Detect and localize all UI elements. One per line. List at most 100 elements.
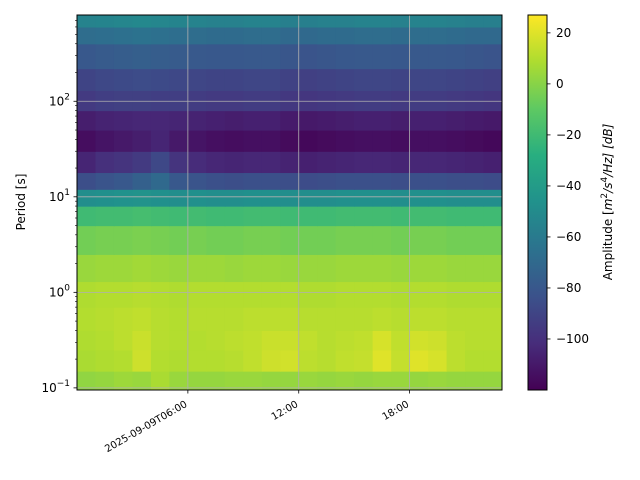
heatmap-cell <box>206 172 226 190</box>
heatmap-cell <box>132 254 152 283</box>
heatmap-cell <box>95 307 115 331</box>
heatmap-cell <box>169 189 189 207</box>
heatmap-cell <box>95 371 115 390</box>
heatmap-cell <box>483 254 502 283</box>
heatmap-cell <box>335 90 355 112</box>
heatmap-cell <box>224 371 244 390</box>
heatmap-cell <box>372 151 392 174</box>
heatmap-cell <box>354 307 374 331</box>
heatmap-cell <box>446 206 466 227</box>
heatmap-cell <box>113 68 134 91</box>
heatmap-cell <box>372 43 392 70</box>
heatmap-cell <box>428 68 448 91</box>
heatmap-cell <box>261 110 281 131</box>
heatmap-cell <box>280 254 300 283</box>
heatmap-cell <box>428 254 448 283</box>
heatmap-cell <box>391 43 411 70</box>
heatmap-cell <box>446 307 466 331</box>
heatmap-cell <box>187 206 207 227</box>
heatmap-cell <box>206 43 226 70</box>
heatmap-cell <box>391 330 411 351</box>
heatmap-cell <box>298 330 318 351</box>
heatmap-cell <box>150 281 170 308</box>
heatmap-cell <box>428 281 448 308</box>
heatmap-cell <box>243 172 263 190</box>
heatmap-cell <box>428 15 448 28</box>
heatmap-cell <box>280 151 300 174</box>
y-axis-label: Period [s] <box>14 174 28 231</box>
heatmap-cell <box>206 151 226 174</box>
heatmap-cell <box>446 110 466 131</box>
heatmap-cell <box>150 189 170 207</box>
heatmap-cell <box>150 151 170 174</box>
heatmap-cell <box>243 281 263 308</box>
heatmap-cell <box>446 189 466 207</box>
heatmap-cell <box>261 371 281 390</box>
heatmap-cell <box>95 225 115 255</box>
heatmap-cell <box>409 26 429 45</box>
heatmap-cell <box>354 371 374 390</box>
heatmap-cell <box>391 307 411 331</box>
heatmap-cell <box>95 130 115 152</box>
heatmap-cell <box>132 307 152 331</box>
heatmap-cell <box>391 68 411 91</box>
heatmap-cell <box>77 349 97 372</box>
heatmap-cell <box>446 130 466 152</box>
heatmap-cell <box>446 68 466 91</box>
heatmap-cell <box>169 254 189 283</box>
heatmap-cell <box>298 15 318 28</box>
heatmap-cell <box>77 172 97 190</box>
heatmap-cell <box>428 307 448 331</box>
heatmap-cell <box>261 281 281 308</box>
heatmap-cell <box>335 151 355 174</box>
heatmap-cell <box>372 130 392 152</box>
heatmap-cell <box>206 254 226 283</box>
heatmap-cell <box>483 130 502 152</box>
heatmap-cell <box>169 90 189 112</box>
heatmap-cell <box>465 371 485 390</box>
heatmap-cell <box>77 225 97 255</box>
heatmap-cell <box>428 206 448 227</box>
heatmap-cell <box>354 151 374 174</box>
heatmap-cell <box>483 330 502 351</box>
heatmap-cell <box>354 68 374 91</box>
heatmap-cell <box>335 172 355 190</box>
heatmap-cell <box>113 151 134 174</box>
heatmap-cell <box>243 349 263 372</box>
colorbar-tick-label: −60 <box>556 230 581 244</box>
heatmap-cell <box>354 90 374 112</box>
heatmap-cell <box>187 15 207 28</box>
heatmap-cell <box>280 225 300 255</box>
heatmap-cell <box>483 15 502 28</box>
y-tick-label: 10−1 <box>41 379 70 395</box>
heatmap-cell <box>372 349 392 372</box>
heatmap-cell <box>150 15 170 28</box>
heatmap-cell <box>335 206 355 227</box>
heatmap-cell <box>187 68 207 91</box>
heatmap-cell <box>446 151 466 174</box>
heatmap-cell <box>243 254 263 283</box>
heatmap-cell <box>77 110 97 131</box>
heatmap-cell <box>132 189 152 207</box>
heatmap-cell <box>317 43 337 70</box>
grid-lines <box>77 15 502 390</box>
heatmap-cell <box>409 349 429 372</box>
heatmap-cell <box>483 90 502 112</box>
heatmap-cell <box>280 43 300 70</box>
heatmap-cell <box>483 307 502 331</box>
plot-area-frame <box>76 14 503 391</box>
heatmap-cell <box>317 90 337 112</box>
heatmap-cell <box>409 225 429 255</box>
heatmap-cell <box>280 90 300 112</box>
heatmap-cell <box>280 330 300 351</box>
heatmap-cell <box>187 330 207 351</box>
heatmap-cell <box>187 151 207 174</box>
y-axis: 10−1 100 101 102 <box>41 20 77 395</box>
heatmap-cell <box>95 90 115 112</box>
heatmap-cell <box>132 330 152 351</box>
heatmap-cell <box>95 254 115 283</box>
heatmap-cell <box>409 254 429 283</box>
heatmap-cell <box>483 43 502 70</box>
heatmap-cell <box>372 90 392 112</box>
heatmap-cell <box>206 281 226 308</box>
